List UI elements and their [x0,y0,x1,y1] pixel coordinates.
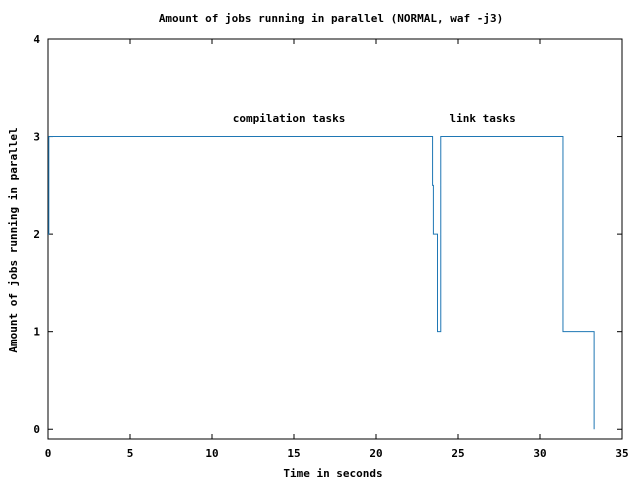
annotation-label: link tasks [449,112,515,125]
x-tick-label: 20 [369,447,382,460]
plot-frame [47,38,623,440]
series-line [48,136,595,430]
x-tick-label: 0 [45,447,52,460]
y-tick-label: 3 [33,131,40,144]
y-axis-label: Amount of jobs running in parallel [7,127,20,352]
annotation-label: compilation tasks [233,112,346,125]
y-axis-ticks: 0 1 2 3 4 [33,33,622,436]
x-tick-label: 15 [287,447,300,460]
x-tick-label: 30 [533,447,546,460]
x-axis-label: Time in seconds [283,467,382,480]
chart-title: Amount of jobs running in parallel (NORM… [159,12,503,25]
x-tick-label: 5 [127,447,134,460]
y-tick-label: 0 [33,423,40,436]
x-tick-label: 10 [205,447,218,460]
annotation-group: compilation tasks link tasks [233,112,516,125]
x-tick-label: 25 [451,447,464,460]
series-group [48,136,595,430]
y-tick-label: 4 [33,33,40,46]
y-tick-label: 2 [33,228,40,241]
x-axis-ticks: 0 5 10 15 20 25 30 35 [45,39,629,460]
x-tick-label: 35 [615,447,628,460]
y-tick-label: 1 [33,326,40,339]
